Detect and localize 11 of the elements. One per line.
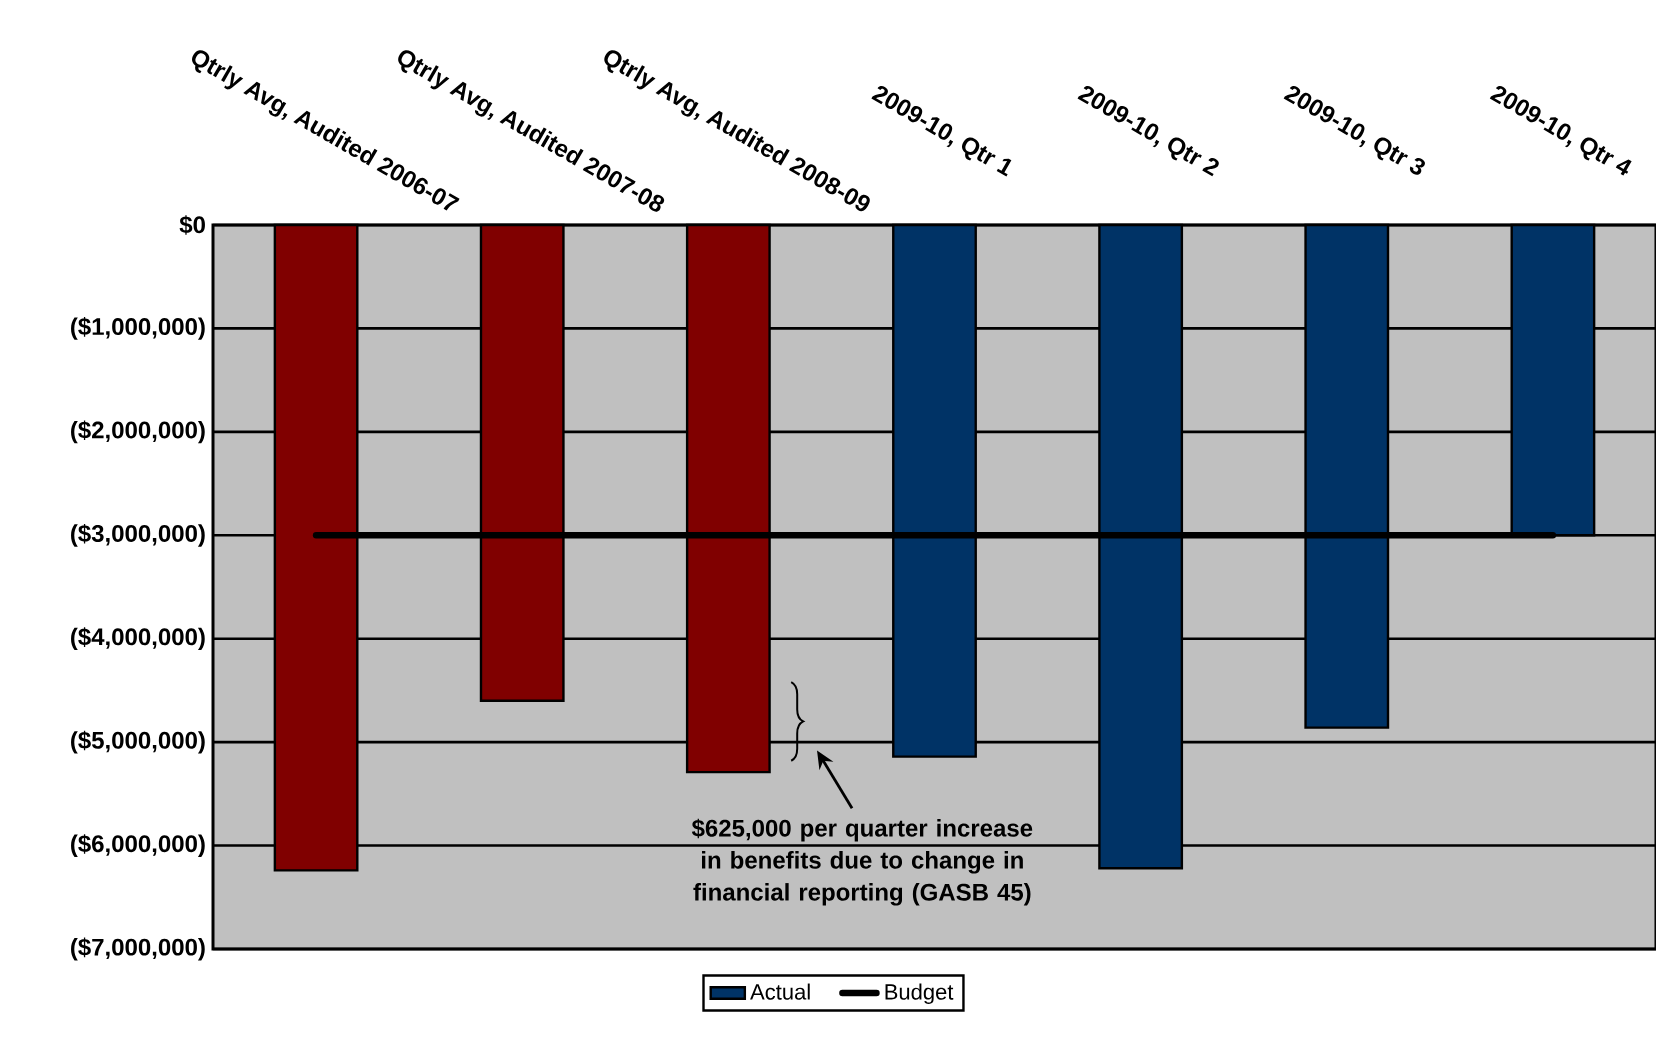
y-tick-label: ($7,000,000) <box>71 937 205 961</box>
legend-label: Actual <box>750 983 810 1000</box>
y-tick-label: ($6,000,000) <box>71 834 205 857</box>
y-tick-label: ($5,000,000) <box>71 730 205 754</box>
y-tick-label: ($2,000,000) <box>71 420 205 444</box>
y-tick-label: ($4,000,000) <box>71 627 205 651</box>
annotation: $625,000 per quarter increase in benefits due to change in financial reporting (GASB 45) <box>691 818 1033 906</box>
y-tick-label: ($1,000,000) <box>71 317 205 340</box>
legend-label: Budget <box>885 983 954 1005</box>
y-tick-label: $0 <box>179 215 205 235</box>
y-tick-label: ($3,000,000) <box>71 523 205 547</box>
